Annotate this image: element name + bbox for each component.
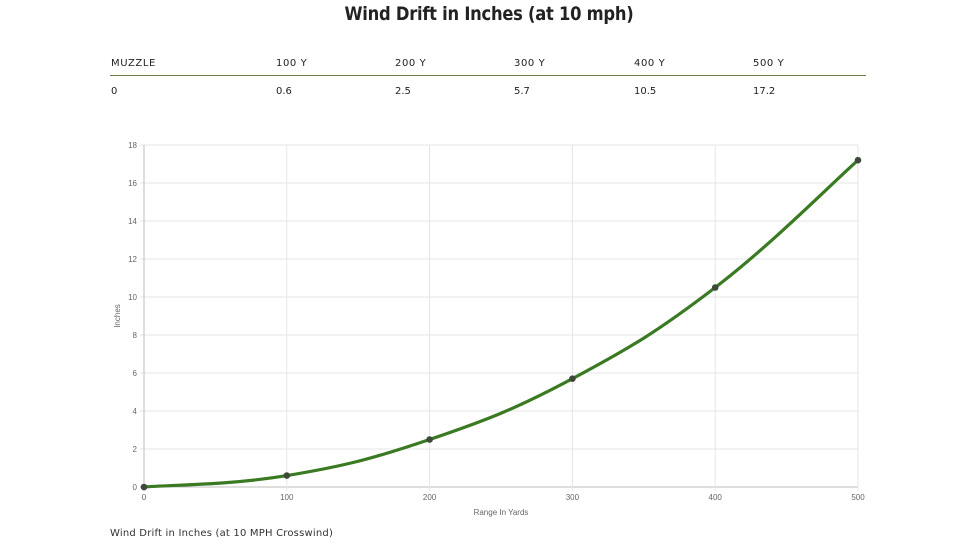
y-tick-label: 8 (133, 331, 138, 340)
series-line (142, 158, 860, 489)
y-tick-label: 4 (133, 407, 138, 416)
y-tick-label: 6 (133, 369, 138, 378)
drift-table: MUZZLE 100 Y 200 Y 300 Y 400 Y 500 Y 0 0… (110, 56, 866, 101)
table-header-400y: 400 Y (633, 56, 752, 76)
table-header-500y: 500 Y (752, 56, 866, 76)
x-tick-label: 300 (566, 493, 580, 502)
data-point (140, 483, 148, 491)
x-tick-label: 500 (851, 493, 865, 502)
x-axis-label: Range In Yards (474, 508, 529, 517)
chart-series (140, 156, 862, 491)
table-header-200y: 200 Y (394, 56, 513, 76)
table-cell-400y: 10.5 (634, 86, 657, 97)
data-point (711, 284, 719, 291)
y-tick-label: 16 (128, 179, 137, 188)
data-point (569, 375, 576, 383)
page-title: Wind Drift in Inches (at 10 mph) (344, 3, 634, 25)
x-tick-label: 100 (280, 493, 294, 502)
table-cell-muzzle: 0 (111, 86, 118, 97)
table-header-300y: 300 Y (513, 56, 633, 76)
y-tick-label: 0 (133, 483, 138, 492)
chart-axes: 0 2 4 6 8 10 12 14 16 18 0 100 200 300 400 500 (128, 141, 865, 502)
data-point (426, 436, 433, 443)
table-header-100y: 100 Y (275, 56, 394, 76)
chart-grid (140, 144, 859, 491)
y-tick-label: 14 (128, 217, 137, 226)
chart-caption: Wind Drift in Inches (at 10 MPH Crosswin… (110, 528, 334, 539)
x-tick-label: 0 (142, 493, 147, 502)
y-axis-label: Inches (113, 304, 122, 328)
y-tick-label: 18 (128, 141, 137, 150)
data-point (854, 156, 862, 164)
table-cell-300y: 5.7 (514, 86, 530, 97)
y-tick-label: 2 (133, 445, 138, 454)
y-tick-label: 10 (128, 293, 137, 302)
table-cell-100y: 0.6 (276, 86, 292, 97)
table-row: 0 0.6 2.5 5.7 10.5 17.2 (110, 76, 866, 102)
table-header-row: MUZZLE 100 Y 200 Y 300 Y 400 Y 500 Y (110, 56, 866, 76)
table-cell-500y: 17.2 (753, 86, 776, 97)
x-tick-label: 200 (423, 493, 437, 502)
y-tick-label: 12 (128, 255, 137, 264)
table-header-muzzle: MUZZLE (110, 56, 275, 76)
table-cell-200y: 2.5 (395, 86, 411, 97)
data-point (283, 472, 291, 479)
x-tick-label: 400 (709, 493, 723, 502)
